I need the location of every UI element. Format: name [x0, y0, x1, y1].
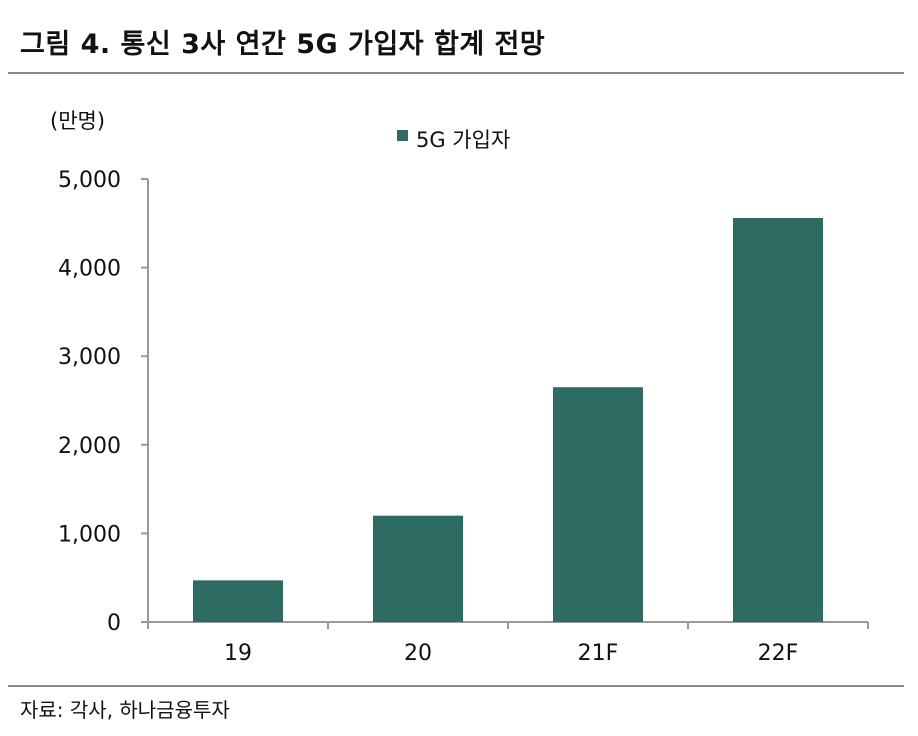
- bar-22F: [733, 217, 823, 622]
- bar-chart: (만명) 5G 가입자 19 20 21F 22F 0 1,000 2,000 3,000 4…: [50, 109, 869, 666]
- x-tick-label: 22F: [758, 641, 799, 666]
- legend-label: 5G 가입자: [416, 128, 510, 152]
- x-tick-label: 21F: [578, 641, 619, 666]
- y-tick-labels: 0 1,000 2,000 3,000 4,000 5,000: [58, 168, 121, 636]
- x-tick-label: 19: [224, 641, 252, 666]
- bar-19: [193, 580, 283, 622]
- source-note: 자료: 각사, 하나금융투자: [20, 698, 230, 722]
- y-unit-label: (만명): [50, 109, 105, 133]
- bar-21F: [553, 387, 643, 622]
- y-tick-label: 2,000: [58, 434, 121, 459]
- legend-swatch: [397, 130, 408, 141]
- y-tick-label: 3,000: [58, 345, 121, 370]
- x-tick-label: 20: [404, 641, 432, 666]
- legend: 5G 가입자: [397, 128, 510, 152]
- x-axis: [147, 621, 869, 629]
- x-tick-labels: 19 20 21F 22F: [224, 641, 798, 666]
- title-divider: [8, 72, 904, 74]
- y-tick-label: 1,000: [58, 522, 121, 547]
- y-tick-label: 5,000: [58, 168, 121, 193]
- y-tick-label: 4,000: [58, 257, 121, 282]
- bar-20: [373, 515, 463, 622]
- figure-title: 그림 4. 통신 3사 연간 5G 가입자 합계 전망: [20, 29, 546, 60]
- y-axis: [141, 178, 149, 623]
- bar-series: [193, 217, 823, 622]
- y-tick-label: 0: [107, 611, 121, 636]
- source-divider: [8, 685, 904, 687]
